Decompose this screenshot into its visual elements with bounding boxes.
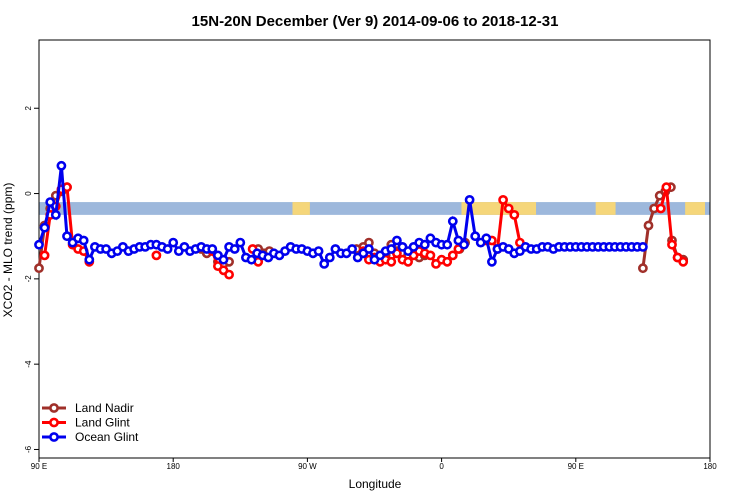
y-axis: -6 -4 -2 0 2 bbox=[24, 105, 39, 453]
y-tick-label: -4 bbox=[24, 360, 33, 368]
ocean-band bbox=[39, 202, 710, 215]
legend-item: Land Nadir bbox=[42, 401, 134, 415]
data-point bbox=[447, 250, 458, 261]
legend-swatch-marker bbox=[49, 432, 59, 442]
data-point bbox=[442, 239, 453, 250]
data-point bbox=[447, 216, 458, 227]
data-point bbox=[667, 239, 677, 250]
x-tick-label: 180 bbox=[703, 462, 717, 471]
data-point bbox=[319, 258, 330, 269]
data-point bbox=[324, 252, 335, 263]
legend-item: Land Glint bbox=[42, 416, 130, 430]
x-tick-label: 90 W bbox=[298, 462, 317, 471]
data-point bbox=[347, 244, 357, 254]
data-point bbox=[391, 235, 402, 246]
legend-swatch-marker bbox=[49, 417, 59, 428]
data-point bbox=[218, 254, 229, 265]
data-point bbox=[403, 256, 413, 267]
data-point bbox=[442, 256, 453, 267]
data-point bbox=[50, 209, 61, 220]
data-point bbox=[168, 237, 179, 248]
data-point bbox=[643, 220, 654, 231]
data-point bbox=[470, 231, 481, 242]
land-band-segment bbox=[292, 202, 310, 215]
legend-label: Ocean Glint bbox=[75, 430, 139, 444]
x-tick-label: 90 E bbox=[568, 462, 584, 471]
data-point bbox=[235, 237, 246, 248]
data-point bbox=[419, 239, 430, 250]
data-point bbox=[39, 250, 50, 261]
series-line bbox=[659, 186, 685, 263]
legend-swatch-marker bbox=[49, 403, 59, 413]
data-point bbox=[56, 160, 67, 171]
data-point bbox=[207, 244, 218, 254]
y-tick-label: 2 bbox=[24, 105, 33, 110]
x-axis-label: Longitude bbox=[349, 477, 402, 491]
data-point bbox=[655, 203, 666, 214]
data-point bbox=[224, 269, 234, 280]
data-point bbox=[34, 263, 44, 274]
data-point bbox=[661, 182, 672, 193]
data-point bbox=[229, 244, 240, 254]
data-point bbox=[246, 254, 257, 265]
x-tick-label: 0 bbox=[439, 462, 444, 471]
data-point bbox=[459, 239, 469, 250]
x-tick-label: 90 E bbox=[31, 462, 47, 471]
x-axis: 90 E 180 90 W 0 90 E 180 bbox=[31, 458, 717, 471]
data-point bbox=[509, 209, 520, 220]
data-point bbox=[39, 222, 50, 233]
chart-title: 15N-20N December (Ver 9) 2014-09-06 to 2… bbox=[192, 13, 559, 30]
data-point bbox=[486, 256, 497, 267]
data-point bbox=[45, 197, 56, 207]
data-point bbox=[34, 239, 44, 250]
y-tick-label: 0 bbox=[24, 191, 33, 196]
legend-label: Land Nadir bbox=[75, 401, 134, 415]
x-tick-label: 180 bbox=[167, 462, 181, 471]
legend-item: Ocean Glint bbox=[42, 430, 139, 444]
map-band bbox=[39, 202, 710, 215]
data-point bbox=[464, 194, 475, 205]
series-land-glint bbox=[39, 182, 689, 280]
data-point bbox=[62, 231, 72, 242]
data-point bbox=[313, 246, 324, 256]
data-point bbox=[84, 254, 95, 265]
data-point bbox=[162, 244, 173, 254]
legend-label: Land Glint bbox=[75, 416, 130, 430]
y-axis-label: XCO2 - MLO trend (ppm) bbox=[1, 183, 15, 318]
series-layer bbox=[34, 160, 689, 280]
data-point bbox=[78, 235, 89, 246]
data-point bbox=[363, 244, 374, 254]
y-tick-label: -2 bbox=[24, 275, 33, 283]
data-point bbox=[386, 244, 397, 254]
data-point bbox=[151, 250, 162, 261]
data-point bbox=[678, 256, 689, 267]
data-point bbox=[425, 250, 436, 261]
data-point bbox=[638, 263, 648, 274]
data-point bbox=[503, 203, 514, 214]
data-point bbox=[386, 256, 397, 267]
y-tick-label: -6 bbox=[24, 445, 33, 453]
data-point bbox=[481, 233, 492, 244]
land-band-segment bbox=[685, 202, 706, 215]
data-point bbox=[638, 241, 648, 252]
land-band-segment bbox=[595, 202, 616, 215]
data-point bbox=[498, 194, 508, 205]
series-ocean-glint bbox=[34, 160, 648, 269]
